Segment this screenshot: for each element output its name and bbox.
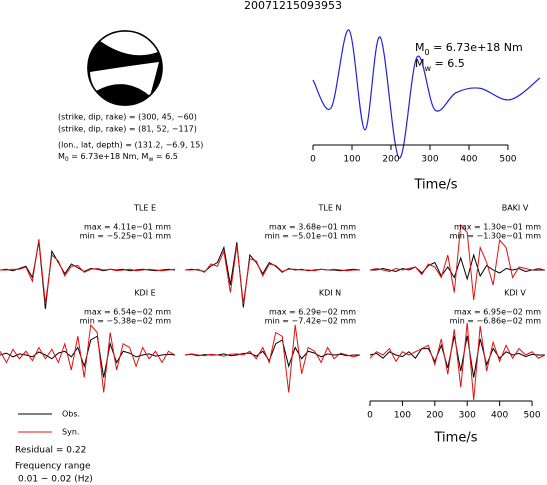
max-label: max = 6.95e−02 mm: [454, 308, 541, 317]
x-tick-label: 300: [459, 411, 476, 421]
obs-trace: [0, 241, 176, 310]
x-tick-label: 400: [460, 155, 477, 165]
x-tick-label: 300: [421, 155, 438, 165]
x-tick-label: 400: [491, 411, 508, 421]
obs-trace: [184, 242, 361, 308]
max-label: max = 3.68e−01 mm: [269, 223, 356, 232]
legend-label: Obs.: [62, 410, 80, 419]
source-line: (strike, dip, rake) = (300, 45, −60): [58, 113, 197, 122]
syn-trace: [0, 323, 176, 393]
freq-title: Frequency range: [15, 462, 91, 472]
x-tick-label: 500: [499, 155, 516, 165]
x-tick-label: 0: [367, 411, 373, 421]
x-tick-label: 100: [394, 411, 411, 421]
syn-trace: [0, 239, 176, 304]
x-tick-label: 0: [310, 155, 316, 165]
x-tick-label: 500: [523, 411, 540, 421]
max-label: max = 1.30e−01 mm: [454, 223, 541, 232]
min-label: min = −5.01e−01 mm: [265, 232, 357, 241]
x-axis-label: Time/s: [414, 178, 458, 193]
station-name: TLE N: [318, 204, 342, 213]
legend-label: Syn.: [62, 428, 79, 437]
x-tick-label: 200: [426, 411, 443, 421]
max-label: max = 4.11e−01 mm: [84, 223, 171, 232]
station-name: KDI E: [134, 289, 155, 298]
syn-trace: [184, 324, 361, 393]
beachball: [87, 30, 163, 106]
source-line: (lon., lat, depth) = (131.2, −6.9, 15): [58, 141, 203, 150]
station-name: TLE E: [133, 204, 156, 213]
min-label: min = −7.42e−02 mm: [265, 317, 357, 326]
mw-annotation: Mw = 6.5: [415, 57, 465, 73]
min-label: min = −5.25e−01 mm: [80, 232, 172, 241]
x-tick-label: 200: [382, 155, 399, 165]
m0-annotation: M0 = 6.73e+18 Nm: [415, 41, 523, 57]
obs-trace: [0, 335, 176, 378]
x-axis-label: Time/s: [434, 431, 478, 446]
syn-trace: [185, 245, 360, 304]
x-tick-label: 100: [343, 155, 360, 165]
min-label: min = −1.30e−01 mm: [450, 232, 542, 241]
max-label: max = 6.54e−02 mm: [84, 308, 171, 317]
syn-trace: [369, 322, 546, 401]
obs-trace: [370, 253, 545, 281]
freq-range: 0.01 − 0.02 (Hz): [18, 475, 93, 485]
station-name: KDI N: [319, 289, 341, 298]
station-name: KDI V: [504, 289, 526, 298]
station-name: BAKI V: [502, 204, 529, 213]
stf-line: [312, 29, 541, 159]
min-label: min = −6.86e−02 mm: [450, 317, 542, 326]
max-label: max = 6.29e−02 mm: [269, 308, 356, 317]
moment-line: M0 = 6.73e+18 Nm, Mw = 6.5: [58, 152, 178, 163]
min-label: min = −5.38e−02 mm: [80, 317, 172, 326]
obs-trace: [184, 339, 360, 369]
syn-trace: [369, 223, 546, 301]
source-line: (strike, dip, rake) = (81, 52, −117): [58, 125, 197, 134]
residual: Residual = 0.22: [15, 446, 86, 456]
title: 20071215093953: [244, 0, 342, 12]
